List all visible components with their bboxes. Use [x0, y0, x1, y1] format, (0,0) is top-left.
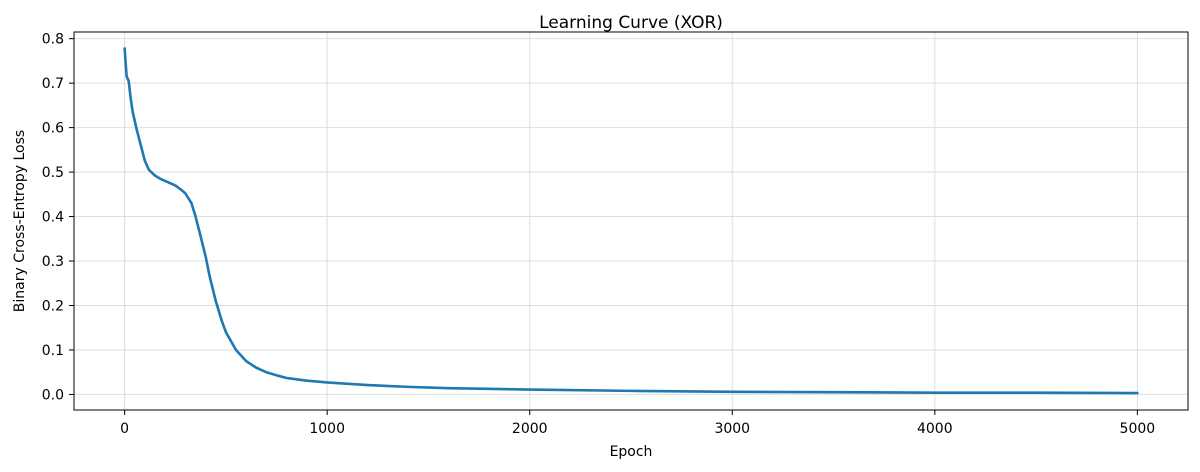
grid — [74, 32, 1188, 410]
y-tick-label: 0.3 — [42, 254, 64, 270]
ticks: 0 1000 2000 3000 4000 5000 0.0 0.1 0.2 0.3 0.4 0.5 0… — [42, 32, 1155, 437]
x-tick-label: 1000 — [309, 421, 345, 437]
x-tick-label: 0 — [120, 421, 129, 437]
chart-title: Learning Curve (XOR) — [539, 13, 723, 33]
y-tick-label: 0.1 — [42, 343, 64, 359]
x-tick-label: 4000 — [917, 421, 953, 437]
x-tick-label: 3000 — [714, 421, 750, 437]
y-tick-label: 0.7 — [42, 76, 64, 92]
x-axis-label: Epoch — [610, 444, 653, 460]
series — [123, 47, 1139, 395]
y-tick-label: 0.0 — [42, 387, 64, 403]
y-tick-label: 0.5 — [42, 165, 64, 181]
y-tick-label: 0.2 — [42, 298, 64, 314]
series-line-0 — [123, 47, 1139, 395]
x-tick-label: 5000 — [1120, 421, 1156, 437]
y-tick-label: 0.6 — [42, 121, 64, 137]
y-tick-label: 0.8 — [42, 32, 64, 48]
plot-frame — [73, 31, 1189, 411]
y-tick-label: 0.4 — [42, 210, 64, 226]
x-tick-label: 2000 — [512, 421, 548, 437]
y-axis-label: Binary Cross-Entropy Loss — [12, 130, 28, 312]
